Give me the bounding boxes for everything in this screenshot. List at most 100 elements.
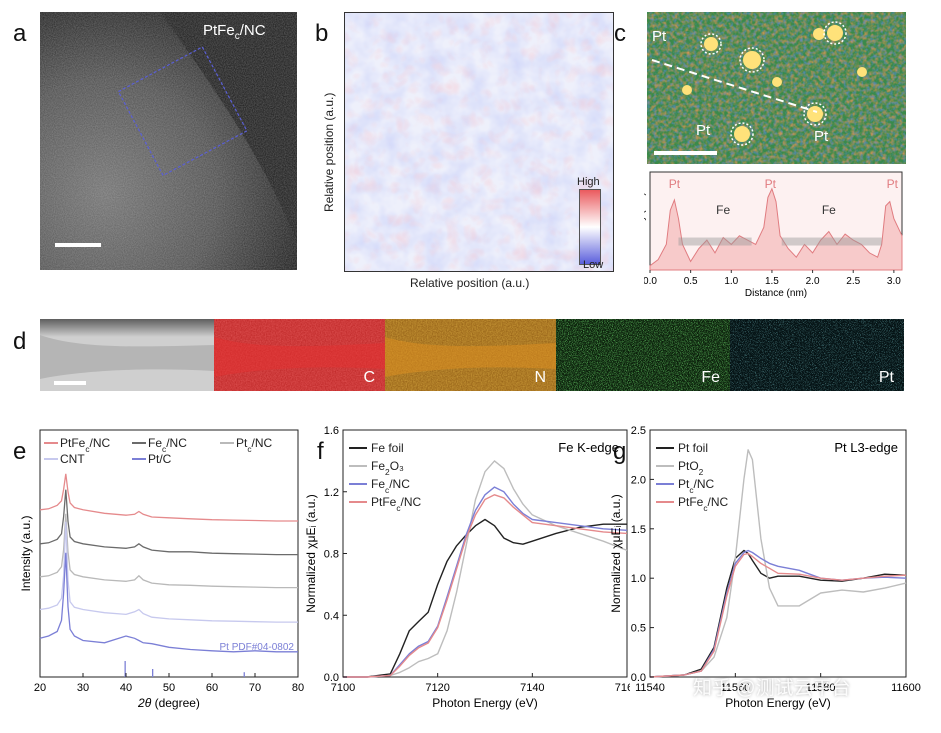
panel-letter-e: e — [13, 438, 27, 465]
scale-low-label: Low — [583, 259, 604, 271]
f-ytick-label-3: 1.2 — [324, 487, 339, 499]
profile-xtick-label-4: 2.0 — [806, 276, 820, 287]
g-ytick-label-1: 0.5 — [631, 623, 646, 635]
e-legend-label-4: Pt/C — [148, 452, 172, 466]
g-ytick-label-4: 2.0 — [631, 474, 646, 486]
sample-label-tail: /NC — [239, 22, 266, 39]
g-series-1 — [649, 449, 907, 678]
haadf-texture — [40, 12, 297, 270]
g-ylabel: Normalized χμEᵢ (a.u.) — [610, 494, 623, 612]
e-ylabel: Intensity (a.u.) — [19, 515, 33, 591]
profile-xtick-label-1: 0.5 — [684, 276, 698, 287]
e-ref-label: Pt PDF#04-0802 — [220, 642, 295, 653]
g-ytick-label-5: 2.5 — [631, 425, 646, 437]
profile-annotation-3: Fe — [822, 203, 836, 217]
f-legend-label-1: Fe2O₃ — [371, 459, 404, 477]
pt-xanes-chart: 11540 11560 11580 11600 0.0 0.5 1.0 1.5 2.0 2.5 Ph… — [609, 418, 941, 728]
panel-letter-c: c — [614, 20, 626, 47]
f-ytick-label-2: 0.8 — [324, 549, 339, 561]
fe-band-2 — [781, 237, 882, 246]
e-series-0 — [39, 473, 298, 522]
e-xtick-label-3: 50 — [163, 682, 175, 694]
color-scale-bar — [579, 189, 601, 265]
eds-pt-label: Pt — [878, 369, 894, 386]
g-series-2 — [649, 549, 907, 678]
e-xtick-label-6: 80 — [292, 682, 304, 694]
f-ytick-label-4: 1.6 — [324, 425, 339, 437]
g-legend-label-3: PtFec/NC — [678, 495, 729, 513]
g-xtick-label-3: 11600 — [891, 682, 921, 694]
fe-band-1 — [678, 237, 752, 246]
eds-fe-map: Fe — [556, 319, 730, 391]
haadf-image: PtFec/NC — [40, 12, 297, 270]
d-scale-bar — [54, 381, 86, 385]
profile-annotation-2: Pt — [765, 177, 777, 191]
b-xlabel: Relative position (a.u.) — [410, 276, 530, 290]
profile-xtick-label-3: 1.5 — [765, 276, 779, 287]
profile-annotation-0: Pt — [669, 177, 681, 191]
pt-label-1: Pt — [652, 28, 667, 45]
e-legend-label-2: Ptc/NC — [236, 436, 273, 454]
eds-n-texture — [385, 319, 556, 391]
profile-annotation-4: Pt — [887, 177, 899, 191]
e-frame — [39, 429, 299, 678]
profile-xtick-label-5: 2.5 — [846, 276, 860, 287]
eds-pt-texture — [730, 319, 904, 391]
line-scan-path — [651, 59, 818, 113]
g-series-3 — [649, 552, 907, 678]
profile-ylabel: Intensity (a.u.) — [644, 192, 646, 249]
g-series-0 — [649, 549, 907, 678]
profile-area — [649, 187, 903, 271]
e-xtick-label-0: 20 — [34, 682, 46, 694]
sample-label-sub: c — [234, 31, 240, 42]
f-series-0 — [343, 518, 627, 678]
sample-label: PtFec/NC — [203, 22, 266, 42]
profile-xlabel: Distance (nm) — [745, 288, 807, 299]
g-legend-label-1: PtO2 — [678, 459, 704, 477]
eds-fe-texture — [556, 319, 730, 391]
e-series-4 — [39, 552, 298, 653]
colored-haadf-image: Pt Pt Pt — [647, 12, 906, 164]
e-xlabel: 2θ (degree) — [137, 696, 200, 710]
scale-high-label: High — [577, 176, 600, 188]
f-xtick-label-1: 7120 — [425, 682, 449, 694]
e-xtick-label-1: 30 — [77, 682, 89, 694]
e-legend-label-3: CNT — [60, 452, 85, 466]
panel-letter-g: g — [613, 438, 627, 465]
f-legend-label-2: Fec/NC — [371, 477, 410, 495]
eds-haadf-map — [40, 319, 214, 391]
intensity-map-texture — [345, 13, 613, 271]
eds-n-map: N — [385, 319, 556, 391]
pt-label-2: Pt — [696, 122, 711, 139]
f-ylabel: Normalized χμEᵢ (a.u.) — [305, 494, 318, 612]
eds-c-texture — [214, 319, 385, 391]
g-xlabel: Photon Energy (eV) — [725, 696, 830, 710]
sample-label-main: PtFe — [203, 22, 235, 39]
g-title: Pt L3-edge — [834, 440, 898, 455]
intensity-map: High Low — [344, 12, 614, 272]
e-xtick-label-5: 70 — [249, 682, 261, 694]
g-xtick-label-0: 11540 — [635, 682, 665, 694]
xrd-chart: Pt PDF#04-0802 PtFec/NC Fec/NC Ptc/NC CNT Pt/… — [0, 418, 310, 728]
watermark: 知乎 @测试云平台 — [693, 678, 851, 699]
e-legend-label-0: PtFec/NC — [60, 436, 111, 454]
profile-xtick-label-2: 1.0 — [724, 276, 738, 287]
eds-c-map: C — [214, 319, 385, 391]
b-ylabel: Relative position (a.u.) — [322, 92, 336, 212]
f-xtick-label-0: 7100 — [331, 682, 355, 694]
profile-xtick-label-0: 0.0 — [644, 276, 657, 287]
colored-haadf-texture — [647, 12, 906, 164]
eds-pt-map: Pt — [730, 319, 904, 391]
g-frame — [649, 429, 907, 678]
g-legend-label-2: Ptc/NC — [678, 477, 715, 495]
g-xtick-label-1: 11560 — [720, 682, 750, 694]
f-legend-label-3: PtFec/NC — [371, 495, 422, 513]
panel-letter-d: d — [13, 328, 27, 355]
profile-xtick-label-6: 3.0 — [887, 276, 901, 287]
pt-label-3: Pt — [814, 128, 829, 145]
f-series-2 — [343, 486, 628, 678]
f-ytick-label-0: 0.0 — [324, 672, 339, 684]
eds-haadf-texture — [40, 335, 214, 385]
eds-n-label: N — [534, 369, 546, 386]
